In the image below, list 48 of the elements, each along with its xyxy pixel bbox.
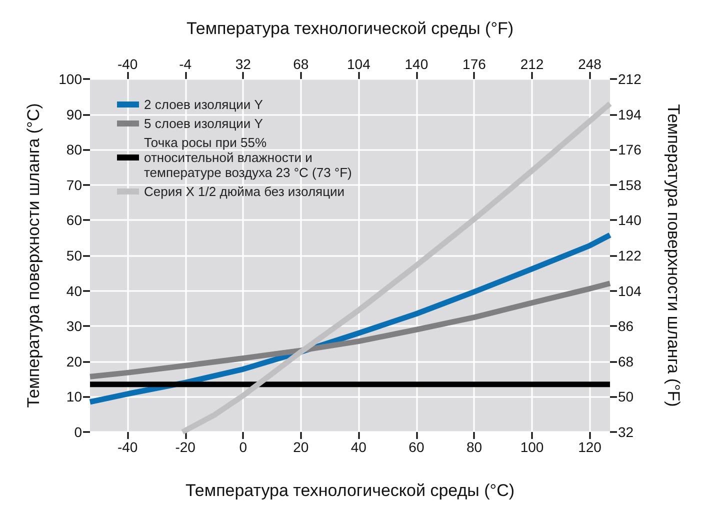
x-tick-label: 120 <box>578 439 602 455</box>
x-tick-label: 40 <box>350 439 367 455</box>
y2-tick-label: 212 <box>618 71 642 87</box>
y-tick-label: 80 <box>66 142 82 158</box>
y-tick-label: 10 <box>66 388 82 405</box>
y2-tick-label: 86 <box>618 318 634 334</box>
x2-axis-title: Температура технологической среды (°F) <box>186 19 514 38</box>
y2-tick-label: 104 <box>618 282 642 299</box>
y-tick-label: 90 <box>66 106 82 122</box>
x2-tick-label: 140 <box>404 56 428 72</box>
x-tick-label: 20 <box>293 439 309 455</box>
x-tick-label: -40 <box>117 439 138 455</box>
legend-label: 2 слоев изоляции Y <box>144 97 264 112</box>
x2-tick-label: 248 <box>578 56 602 72</box>
legend-label: 5 слоев изоляции Y <box>144 116 264 131</box>
y2-tick-label: 122 <box>618 248 642 264</box>
y2-tick-label: 68 <box>618 353 634 370</box>
x-tick-label: -20 <box>175 439 196 455</box>
x2-tick-label: -40 <box>117 56 138 72</box>
y-axis-title: Температура поверхности шланга (°C) <box>24 103 43 408</box>
x2-tick-label: 68 <box>293 56 309 72</box>
y-tick-label: 60 <box>66 212 82 228</box>
y-tick-label: 20 <box>66 353 82 370</box>
y-tick-label: 0 <box>74 424 82 440</box>
x-axis-title: Температура технологической среды (°C) <box>185 481 515 500</box>
y-tick-label: 70 <box>66 176 82 193</box>
y2-axis-title: Температура поверхности шланга (°F) <box>664 104 683 407</box>
y-tick-label: 30 <box>66 318 82 334</box>
x-tick-label: 60 <box>408 439 424 455</box>
y-tick-label: 50 <box>66 248 82 264</box>
y2-tick-label: 194 <box>618 106 642 122</box>
x2-tick-label: -4 <box>179 56 192 72</box>
x2-tick-label: 212 <box>520 56 544 72</box>
x2-tick-label: 176 <box>462 56 486 72</box>
y2-tick-label: 158 <box>618 176 642 193</box>
y2-tick-label: 32 <box>618 424 634 440</box>
x-tick-label: 100 <box>520 439 544 455</box>
x-tick-label: 0 <box>239 439 248 455</box>
y-tick-label: 100 <box>58 71 82 87</box>
y2-tick-label: 140 <box>618 212 642 228</box>
x-tick-label: 80 <box>466 439 482 455</box>
x2-tick-label: 32 <box>235 56 252 72</box>
legend-label: Серия X 1/2 дюйма без изоляции <box>144 184 345 199</box>
y2-tick-label: 50 <box>618 388 634 405</box>
x2-tick-label: 104 <box>346 56 371 72</box>
y-tick-label: 40 <box>66 282 82 299</box>
y2-tick-label: 176 <box>618 142 642 158</box>
legend-label: Точка росы при 55% относительной влажности и температуре воздуха 23 °C (73 °F) <box>144 135 352 180</box>
